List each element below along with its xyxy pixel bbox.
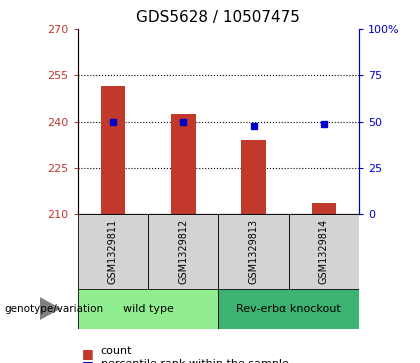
Text: GSM1329814: GSM1329814 bbox=[319, 219, 329, 284]
Text: ■: ■ bbox=[82, 359, 94, 363]
Bar bbox=[241, 140, 266, 214]
Text: ■: ■ bbox=[82, 347, 94, 360]
Bar bbox=[171, 114, 196, 214]
Bar bbox=[218, 214, 289, 289]
Bar bbox=[312, 203, 336, 214]
Text: wild type: wild type bbox=[123, 303, 173, 314]
Bar bbox=[100, 86, 125, 214]
Bar bbox=[78, 289, 218, 329]
Bar bbox=[148, 214, 218, 289]
Bar bbox=[78, 214, 148, 289]
Bar bbox=[218, 289, 359, 329]
Bar bbox=[289, 214, 359, 289]
Text: Rev-erbα knockout: Rev-erbα knockout bbox=[236, 303, 341, 314]
Text: percentile rank within the sample: percentile rank within the sample bbox=[101, 359, 289, 363]
Polygon shape bbox=[40, 297, 61, 320]
Text: genotype/variation: genotype/variation bbox=[4, 303, 103, 314]
Title: GDS5628 / 10507475: GDS5628 / 10507475 bbox=[136, 10, 300, 25]
Text: count: count bbox=[101, 346, 132, 356]
Text: GSM1329812: GSM1329812 bbox=[178, 219, 188, 284]
Text: GSM1329811: GSM1329811 bbox=[108, 219, 118, 284]
Text: GSM1329813: GSM1329813 bbox=[249, 219, 259, 284]
